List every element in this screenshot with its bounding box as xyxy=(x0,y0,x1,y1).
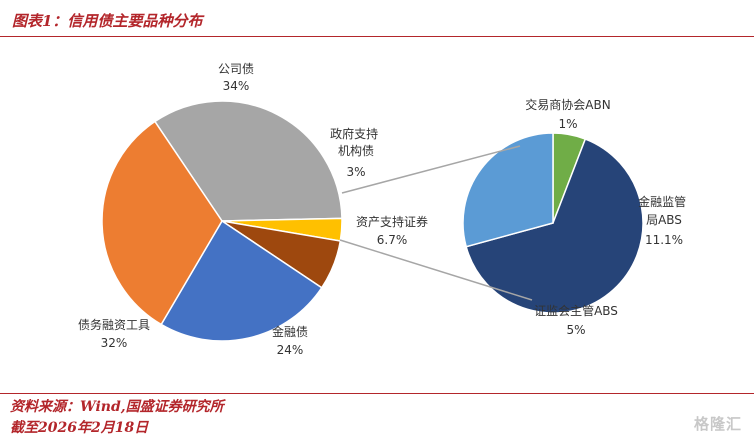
main-slice-3 xyxy=(160,219,323,342)
label-zhengfuzhichi-name: 政府支持 机构债 xyxy=(330,126,382,158)
label-zhengjianhui-name: 证监会主管ABS xyxy=(534,303,618,318)
sub-slice-1 xyxy=(465,138,644,314)
label-gongsizhai-name: 公司债 xyxy=(218,62,254,76)
footer-divider xyxy=(0,393,754,394)
main-slice-4 xyxy=(101,120,223,326)
date-note: 截至2026年2月18日 xyxy=(10,420,149,436)
label-zhengjianhui-value: 5% xyxy=(566,323,585,337)
label-zhengfuzhichi-value: 3% xyxy=(346,165,365,179)
source-note: 资料来源：Wind,国盛证券研究所 xyxy=(10,399,224,415)
watermark-logo: 格隆汇 xyxy=(693,415,742,433)
title-divider xyxy=(0,36,754,37)
sub-pie xyxy=(462,132,644,314)
label-abn-value: 1% xyxy=(558,117,577,131)
label-jinrongzhai-value: 24% xyxy=(277,343,304,357)
label-jinrongzhai-name: 金融债 xyxy=(272,324,308,339)
chart-area: 公司债 34% 政府支持 机构债 3% 资产支持证券 6.7% 金融债 24% … xyxy=(78,62,690,357)
label-zichanzhichi-value: 6.7% xyxy=(377,233,408,247)
connector-line-bottom xyxy=(339,239,533,301)
label-gongsizhai-value: 34% xyxy=(223,79,250,93)
label-jinrongjianguan-value: 11.1% xyxy=(645,233,683,247)
label-abn-name: 交易商协会ABN xyxy=(525,97,610,112)
label-zichanzhichi-name: 资产支持证券 xyxy=(356,214,428,229)
label-jinrongjianguan-name: 金融监管 局ABS xyxy=(638,194,690,227)
main-pie xyxy=(101,100,343,342)
label-zhaiwurongzi-value: 32% xyxy=(101,336,128,350)
connector-line-top xyxy=(341,145,521,194)
chart-title: 图表1：信用债主要品种分布 xyxy=(12,12,203,30)
main-slice-0 xyxy=(153,100,343,222)
sub-slice-2 xyxy=(462,132,554,248)
label-zhaiwurongzi-name: 债务融资工具 xyxy=(78,317,150,332)
